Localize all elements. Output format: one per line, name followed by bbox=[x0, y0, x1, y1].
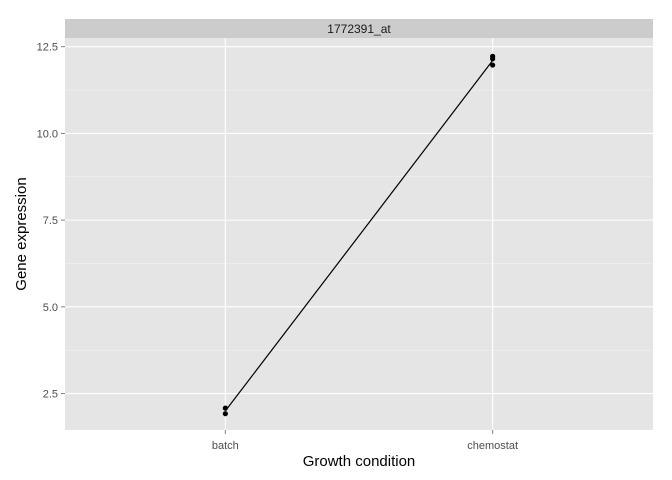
y-axis-ticks: 2.5 5.0 7.5 10.0 12.5 bbox=[37, 42, 65, 401]
data-points bbox=[222, 53, 496, 417]
data-point bbox=[490, 62, 496, 68]
x-tick-label: batch bbox=[212, 440, 239, 452]
data-point bbox=[490, 53, 496, 59]
y-tick-label: 12.5 bbox=[37, 42, 58, 54]
x-axis-ticks: batch chemostat bbox=[212, 430, 518, 452]
y-axis-title: Gene expression bbox=[13, 177, 30, 290]
series-line bbox=[224, 60, 494, 412]
series-line-group bbox=[224, 60, 494, 412]
data-point bbox=[222, 405, 228, 411]
facet-title: 1772391_at bbox=[327, 22, 391, 36]
y-tick-label: 7.5 bbox=[43, 215, 58, 227]
y-tick-label: 5.0 bbox=[43, 302, 58, 314]
minor-gridlines bbox=[65, 89, 653, 351]
x-tick-label: chemostat bbox=[467, 440, 518, 452]
y-tick-label: 10.0 bbox=[37, 128, 58, 140]
plot-panel bbox=[65, 38, 653, 430]
major-gridlines bbox=[65, 38, 653, 430]
y-tick-label: 2.5 bbox=[43, 389, 58, 401]
data-point bbox=[222, 411, 228, 417]
facet-strip bbox=[65, 19, 653, 38]
x-axis-title: Growth condition bbox=[303, 453, 416, 470]
